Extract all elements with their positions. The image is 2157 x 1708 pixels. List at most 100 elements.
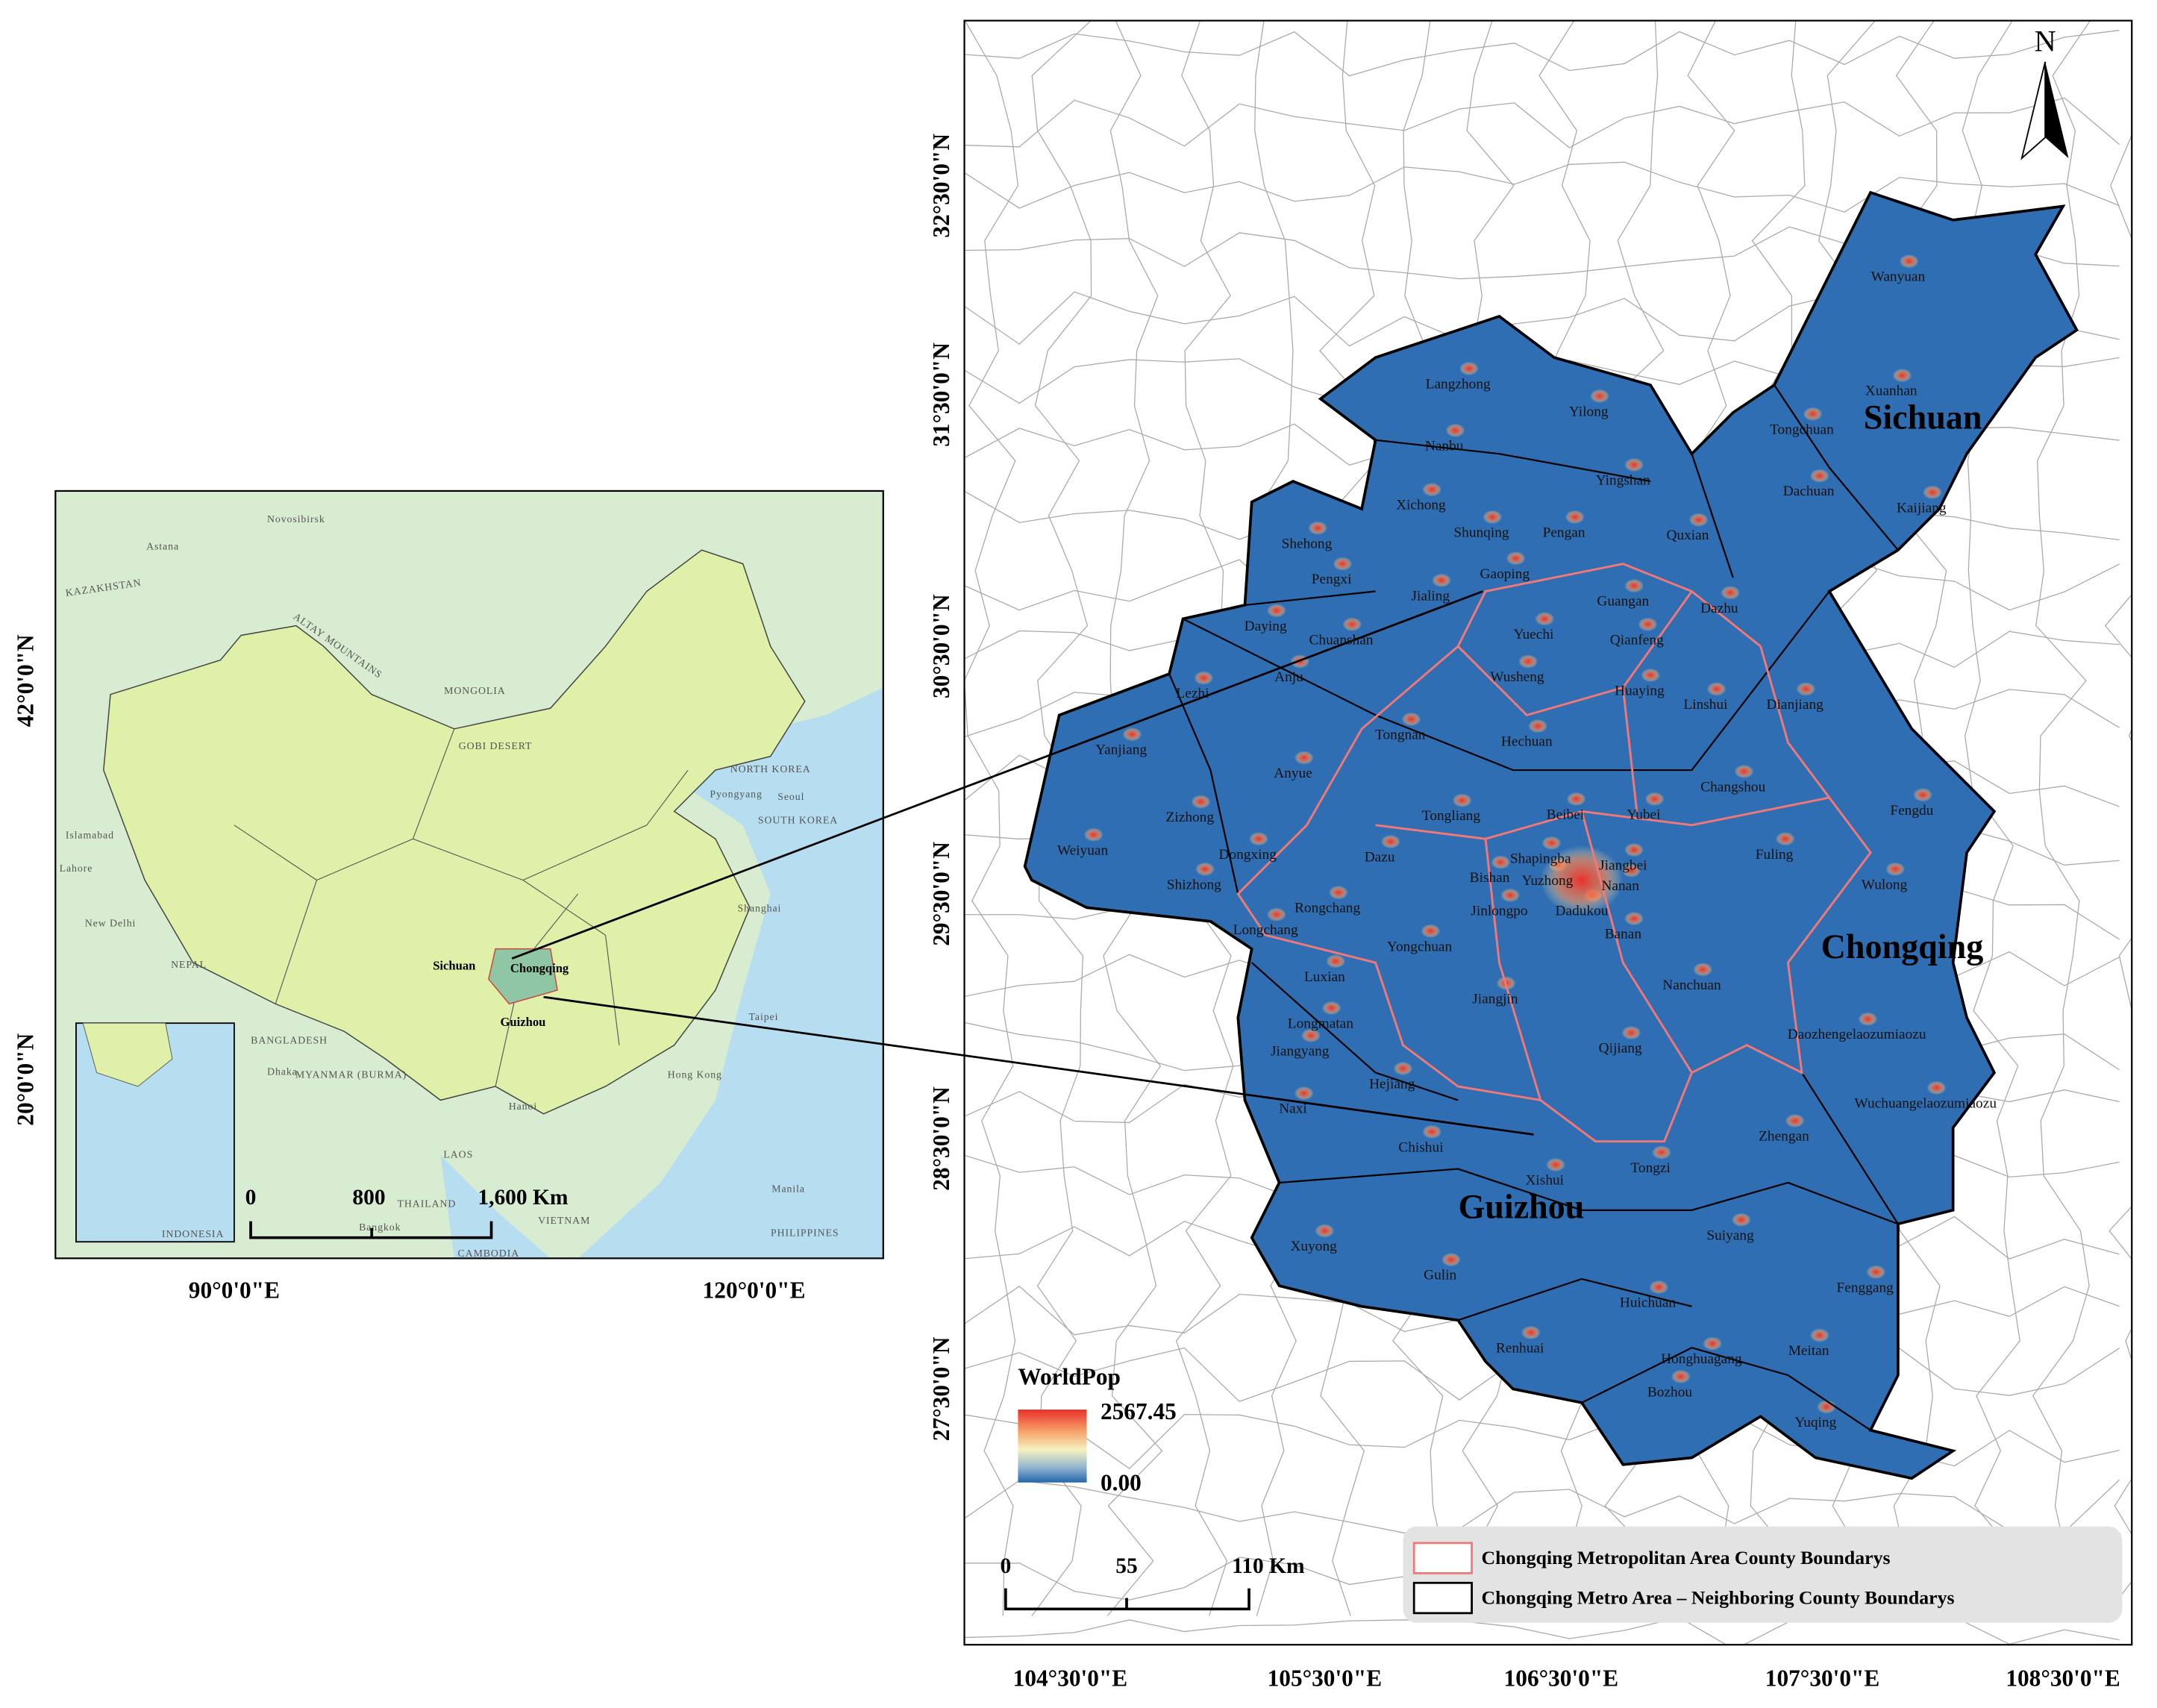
county-label: Anyue [1274,766,1312,781]
county-label: Yubei [1627,807,1660,822]
county-label: Yilong [1569,404,1609,419]
county-label: Beibei [1547,807,1585,822]
county-label: Tongnan [1375,727,1426,742]
lon-label: 104°30'0"E [1013,1665,1128,1691]
county-label: Weiyuan [1057,842,1109,858]
place-label: Bangkok [359,1221,401,1233]
study-area [488,948,558,1005]
county-label: Hechuan [1501,734,1553,750]
county-label: Suiyang [1706,1227,1754,1243]
region-label: Sichuan [1864,398,1982,437]
hotspot [1422,482,1442,497]
place-label: Manila [771,1183,805,1194]
hotspot [1809,1328,1829,1342]
hotspot [1380,834,1400,849]
county-label: Shehong [1282,536,1333,551]
place-label: NORTH KOREA [730,763,811,775]
hotspot [1731,1213,1751,1227]
ocean [440,1155,551,1259]
inset-frame [54,489,884,1260]
hotspot [1885,862,1906,876]
county-label: Fenggang [1837,1280,1894,1295]
county-label: Luxian [1304,969,1345,985]
county-label: Dianjiang [1767,697,1824,713]
study-area [1023,190,2079,1480]
hotspot [1401,712,1421,727]
county-label: Nanbu [1425,438,1464,454]
county-label: Dachuan [1783,484,1835,499]
place-label: Taipei [749,1011,779,1022]
county-line [964,20,1019,1616]
connector-line [511,590,1483,960]
lat-label: 30°30'0"N [928,594,954,698]
place-label: LAOS [443,1148,473,1160]
county-label: Dadukou [1556,903,1609,919]
hotspot [1638,617,1658,631]
legend-entry: Chongqing Metro Area – Neighboring Count… [1481,1586,1954,1608]
county-label: Bozhou [1647,1384,1693,1400]
hotspot [1590,389,1609,403]
county-label: Bishan [1470,870,1510,886]
metro-boundaries [1236,563,1872,1143]
scale-label: 1,600 Km [478,1186,569,1210]
lon-label: 106°30'0"E [1504,1665,1619,1691]
hotspot [1266,604,1286,618]
county-line [964,97,2120,148]
hotspot [1491,855,1511,869]
county-label: Langzhong [1426,376,1491,392]
county-label: Longmatan [1288,1016,1353,1031]
main-labels: 32°30'0"N 31°30'0"N 30°30'0"N 29°30'0"N 28°3… [928,134,2120,1692]
population-hotspots [1083,254,1947,1414]
county-label: Yuechi [1514,627,1554,642]
lat-label: 42°0'0"N [13,634,39,727]
county-label: Wanyuan [1871,269,1926,285]
place-label: Shanghai [738,902,782,913]
county-label: Shunqing [1453,525,1509,541]
hotspot [1621,1025,1641,1040]
hotspot [1393,1061,1413,1076]
hotspot [1326,954,1346,969]
county-label: Shizhong [1167,877,1221,892]
place-label: Novosibirsk [267,513,325,525]
scale-label: 0 [245,1186,257,1210]
hotspot [1624,842,1644,857]
hotspot [1122,727,1142,742]
hotspot [1649,1280,1669,1295]
hotspot [1266,907,1286,922]
county-label: Gulin [1424,1268,1456,1283]
province-label: Sichuan [433,958,475,972]
hotspot [1506,551,1526,566]
county-label: Qianfeng [1610,632,1664,648]
hotspot [1892,368,1912,383]
county-label: Dazhu [1700,601,1738,616]
hotspot [1923,485,1942,500]
county-label: Wulong [1862,877,1908,892]
place-label: CAMBODIA [458,1248,520,1259]
north-label: N [2034,24,2056,57]
hotspot [1926,1080,1947,1095]
place-label: New Delhi [85,918,137,929]
region-label: Guizhou [1458,1187,1584,1225]
county-label: Pengxi [1312,572,1352,587]
hotspot [1315,1224,1335,1238]
county-label: Dongxing [1219,847,1277,863]
legend-max: 2567.45 [1101,1398,1177,1424]
county-label: Tongchuan [1770,422,1834,437]
hotspot [1706,682,1726,696]
place-label: INDONESIA [162,1228,225,1239]
county-label: Zhengan [1759,1129,1809,1145]
place-label: Astana [146,541,179,552]
county-label: Lezhi [1176,686,1209,701]
inset-map [55,490,883,1259]
county-label: Dazu [1365,849,1395,865]
lat-label: 20°0'0"N [13,1033,39,1125]
legend-swatch [1412,1542,1473,1574]
county-label: Longchang [1233,922,1298,938]
county-label: Honghuagang [1661,1351,1742,1367]
lon-label: 120°0'0"E [703,1277,806,1304]
scale-label: 0 [1000,1554,1011,1578]
inset-land [82,1022,173,1087]
county-label: Huaying [1615,683,1665,698]
hotspot [1688,513,1709,527]
county-label: Jiangjin [1472,991,1518,1007]
